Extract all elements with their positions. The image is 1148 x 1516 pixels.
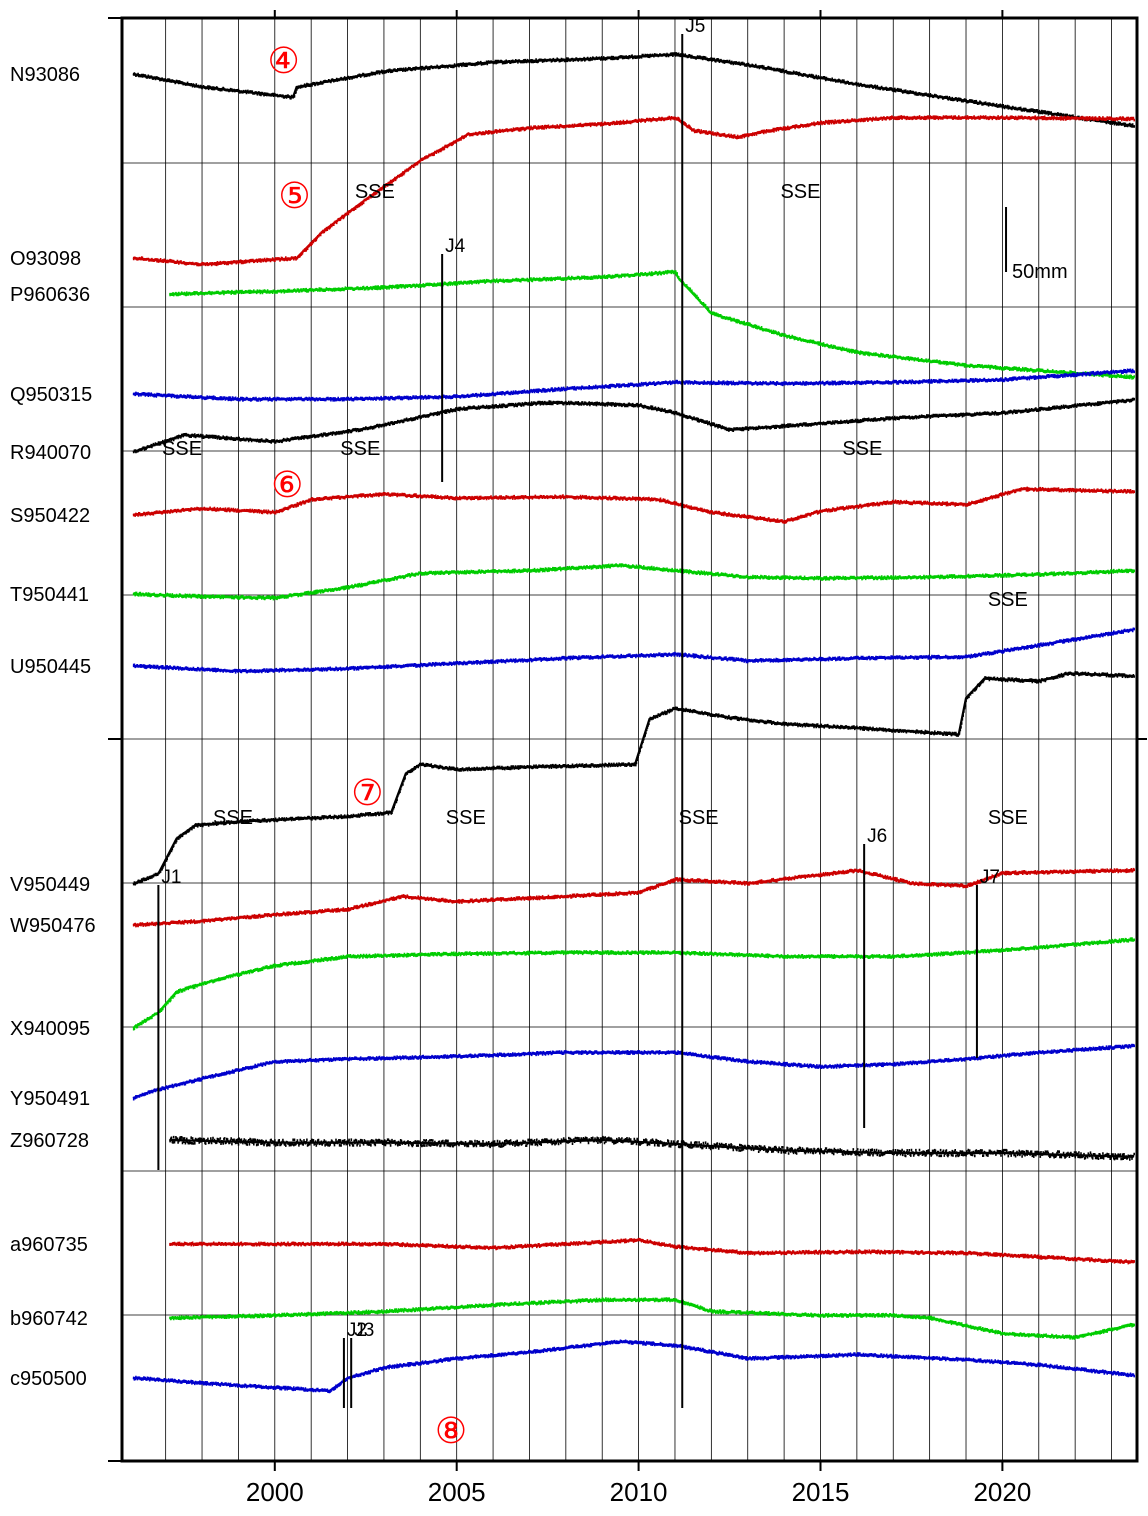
series-points-R940070: [132, 397, 1135, 454]
annotation-sse-4: SSE: [340, 438, 380, 460]
series-points-U950445: [132, 627, 1135, 674]
region-marker-5: ⑤: [278, 175, 310, 216]
event-label-J1: J1: [161, 867, 181, 888]
station-label-P960636: P960636: [10, 284, 90, 306]
series-V950449: [132, 671, 1135, 886]
series-points-T950441: [132, 563, 1135, 601]
series-b960742: [169, 1297, 1135, 1340]
station-label-Z960728: Z960728: [10, 1130, 89, 1152]
series-layer: [132, 52, 1135, 1394]
station-label-N93086: N93086: [10, 64, 80, 86]
series-trend-Y950491: [132, 1044, 1134, 1100]
series-trend-X940095: [132, 938, 1134, 1029]
station-label-R940070: R940070: [10, 442, 91, 464]
series-c950500: [132, 1339, 1135, 1394]
series-Z960728: [169, 1135, 1135, 1161]
series-points-V950449: [132, 671, 1135, 886]
series-O93098: [132, 115, 1135, 267]
region-marker-4: ④: [268, 40, 300, 81]
station-label-S950422: S950422: [10, 505, 90, 527]
annotation-sse-8: SSE: [446, 807, 486, 829]
station-label-Q950315: Q950315: [10, 384, 92, 406]
series-Y950491: [132, 1043, 1135, 1101]
station-label-T950441: T950441: [10, 584, 89, 606]
region-marker-6: ⑥: [271, 464, 303, 505]
series-a960735: [169, 1237, 1135, 1265]
series-trend-O93098: [132, 116, 1134, 266]
series-trend-N93086: [132, 53, 1134, 128]
event-label-J6: J6: [867, 826, 887, 847]
series-trend-P960636: [169, 270, 1134, 379]
series-points-b960742: [169, 1297, 1135, 1340]
series-trend-b960742: [169, 1298, 1134, 1339]
series-points-P960636: [169, 269, 1135, 380]
series-trend-W950476: [132, 869, 1134, 927]
x-tick-label-2000: 2000: [246, 1477, 304, 1507]
series-W950476: [132, 867, 1135, 928]
series-Q950315: [132, 368, 1135, 402]
series-trend-R940070: [132, 398, 1134, 454]
series-points-c950500: [132, 1339, 1135, 1394]
station-label-c950500: c950500: [10, 1368, 87, 1390]
event-label-J3: J3: [354, 1320, 374, 1341]
annotation-sse-7: SSE: [213, 807, 253, 829]
station-label-b960742: b960742: [10, 1308, 88, 1330]
annotation-sse-9: SSE: [679, 807, 719, 829]
series-trend-Z960728: [169, 1138, 1134, 1158]
event-label-J7: J7: [980, 867, 1000, 888]
series-trend-c950500: [132, 1340, 1134, 1393]
station-label-O93098: O93098: [10, 248, 81, 270]
x-tick-label-2010: 2010: [610, 1477, 668, 1507]
scale-bar-label: 50mm: [1012, 261, 1068, 283]
annotation-sse-1: SSE: [355, 181, 395, 203]
event-label-J5: J5: [685, 16, 705, 37]
x-tick-label-2005: 2005: [428, 1477, 486, 1507]
series-trend-a960735: [169, 1238, 1134, 1264]
annotation-layer: SSE SSE SSE SSE SSE SSE SSE SSE SSE SSE ④ ⑤ ⑥ ⑦ ⑧: [162, 40, 1028, 1451]
frame-layer: 50mm 2000 2005 2010 2015 2020: [108, 10, 1147, 1507]
annotation-sse-3: SSE: [162, 438, 202, 460]
station-label-Y950491: Y950491: [10, 1088, 90, 1110]
series-points-Z960728: [169, 1135, 1135, 1161]
annotation-sse-5: SSE: [842, 438, 882, 460]
annotation-sse-10: SSE: [988, 807, 1028, 829]
region-marker-8: ⑧: [435, 1410, 467, 1451]
x-tick-label-2020: 2020: [973, 1477, 1031, 1507]
x-tick-label-2015: 2015: [792, 1477, 850, 1507]
event-label-J2: J2: [347, 1320, 367, 1341]
station-label-W950476: W950476: [10, 915, 96, 937]
station-label-U950445: U950445: [10, 656, 91, 678]
series-R940070: [132, 397, 1135, 454]
series-P960636: [169, 269, 1135, 380]
annotation-sse-6: SSE: [988, 589, 1028, 611]
station-label-layer: N93086 O93098 P960636 Q950315 R940070 S950422…: [10, 64, 96, 1390]
series-N93086: [132, 52, 1135, 128]
series-trend-T950441: [132, 564, 1134, 600]
series-X940095: [132, 937, 1135, 1031]
series-trend-V950449: [132, 672, 1134, 886]
series-trend-S950422: [132, 487, 1134, 523]
station-label-X940095: X940095: [10, 1018, 90, 1040]
region-marker-7: ⑦: [351, 772, 383, 813]
series-trend-Q950315: [132, 369, 1134, 401]
series-T950441: [132, 563, 1135, 601]
series-trend-U950445: [132, 628, 1134, 673]
station-label-V950449: V950449: [10, 874, 90, 896]
annotation-sse-2: SSE: [780, 181, 820, 203]
station-label-a960735: a960735: [10, 1234, 88, 1256]
grid-layer: [122, 18, 1137, 1461]
series-U950445: [132, 627, 1135, 674]
series-S950422: [132, 486, 1135, 524]
event-label-J4: J4: [445, 236, 466, 257]
